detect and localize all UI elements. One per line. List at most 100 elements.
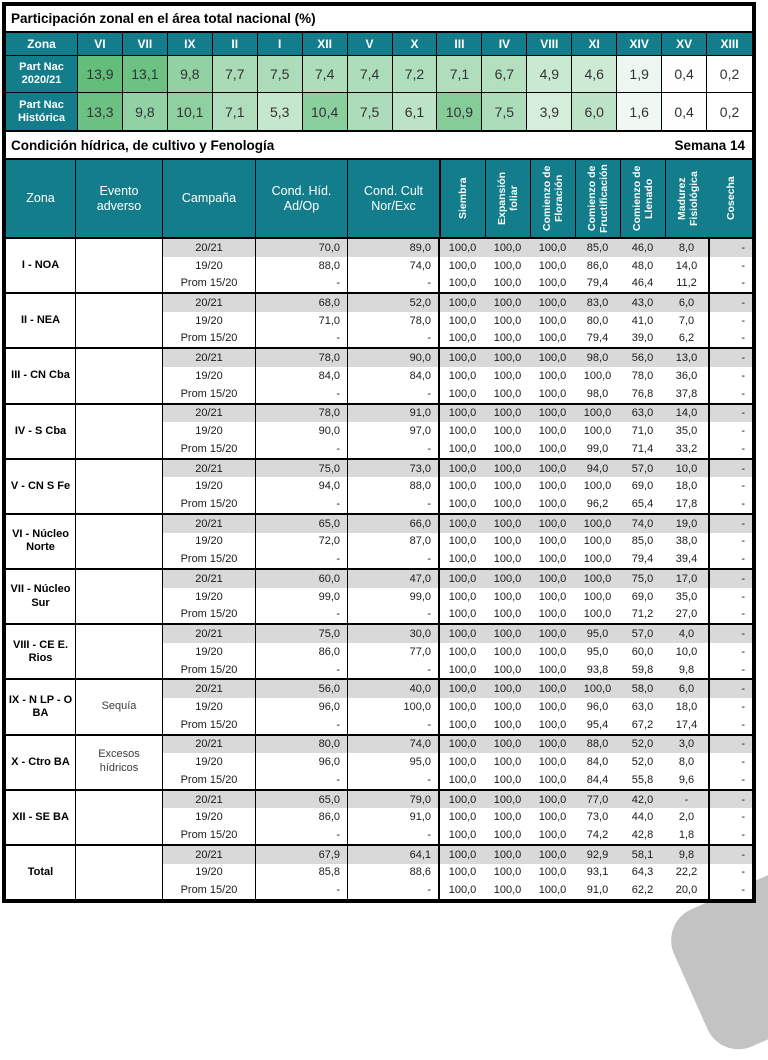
section-bar: Condición hídrica, de cultivo y Fenologí… xyxy=(6,132,752,160)
campaign-label-cell: 19/20 xyxy=(163,477,256,496)
comienzo-llenado-cell: 75,0 xyxy=(620,570,665,588)
cond-cult-cell: 84,0 xyxy=(348,367,440,385)
siembra-cell: 100,0 xyxy=(448,259,477,272)
zone-group-x-ctro-ba: X - Ctro BA Excesos hídricos 20/21 80,0 74,0… xyxy=(6,733,752,789)
campaign-label-cell: 20/21 xyxy=(163,680,256,699)
expansion-foliar-cell: 100,0 xyxy=(493,663,522,676)
zone-group-ix-n-lp-o-ba: IX - N LP - O BA Sequía 20/21 56,0 40,0 100,0… xyxy=(6,678,752,734)
comienzo-fructificacion-cell: 80,0 xyxy=(586,314,609,327)
campaign-label-cell: 20/21 xyxy=(163,625,256,643)
cond-cult-cell: - xyxy=(348,660,440,679)
section-title: Condición hídrica, de cultivo y Fenologí… xyxy=(11,137,275,153)
cond-hid-cell: 78,0 xyxy=(256,349,348,368)
madurez-fisiologica-cell: 6,2 xyxy=(665,329,710,348)
cond-hid-cell: - xyxy=(256,770,348,789)
cond-hid-cell: 84,0 xyxy=(256,367,348,385)
expansion-foliar-cell: 100,0 xyxy=(485,239,530,257)
campaign-label-cell: 20/21 xyxy=(163,349,256,368)
comienzo-llenado-cell: 46,0 xyxy=(620,239,665,257)
comienzo-llenado-cell: 78,0 xyxy=(631,369,654,382)
siembra-cell: 100,0 xyxy=(448,480,477,493)
madurez-fisiologica-cell: 10,0 xyxy=(665,459,710,478)
zonal-participation-table: Zona VI VII IX II I XII V X III IV VIII XI XIV XV XIII P… xyxy=(6,33,752,132)
cosecha-cell: - xyxy=(741,866,745,879)
cosecha-cell: - xyxy=(741,332,745,345)
cond-hid-cell: 56,0 xyxy=(256,680,348,699)
siembra-cell: 100,0 xyxy=(448,645,477,658)
cosecha-cell: - xyxy=(741,773,745,786)
cond-cult-cell: - xyxy=(348,274,440,293)
comienzo-llenado-cell: 74,0 xyxy=(620,514,665,533)
siembra-cell: 100,0 xyxy=(440,349,485,368)
comienzo-llenado-cell: 79,4 xyxy=(631,553,654,566)
adverse-event-cell xyxy=(76,459,163,513)
siembra-cell: 100,0 xyxy=(448,608,477,621)
cond-cult-cell: 52,0 xyxy=(348,294,440,312)
expansion-foliar-cell: 100,0 xyxy=(493,829,522,842)
cond-hid-cell: 78,0 xyxy=(256,404,348,423)
adverse-event-cell xyxy=(76,514,163,569)
cond-cult-cell: 100,0 xyxy=(348,698,440,716)
comienzo-fructificacion-cell: 86,0 xyxy=(586,259,609,272)
campaign-label-cell: Prom 15/20 xyxy=(163,605,256,624)
siembra-cell: 100,0 xyxy=(448,497,477,510)
cond-cult-cell: 30,0 xyxy=(348,625,440,643)
madurez-fisiologica-cell: 33,2 xyxy=(665,439,710,458)
madurez-fisiologica-cell: 17,0 xyxy=(665,570,710,588)
zone-header-cell: XIV xyxy=(617,33,663,56)
header-zona: Zona xyxy=(6,160,76,237)
cond-cult-cell: - xyxy=(348,439,440,458)
cond-cult-cell: 79,0 xyxy=(348,790,440,809)
header-cosecha: Cosecha xyxy=(710,160,752,237)
expansion-foliar-cell: 100,0 xyxy=(493,700,522,713)
part-nac-historica-value-cell: 0,4 xyxy=(662,93,708,130)
siembra-cell: 100,0 xyxy=(448,425,477,438)
madurez-fisiologica-cell: 11,2 xyxy=(665,274,710,293)
madurez-fisiologica-cell: 37,8 xyxy=(665,384,710,403)
comienzo-floracion-cell: 100,0 xyxy=(538,700,567,713)
cond-cult-cell: 77,0 xyxy=(348,642,440,661)
comienzo-llenado-cell: 55,8 xyxy=(631,773,654,786)
madurez-fisiologica-cell: 35,0 xyxy=(665,587,710,606)
header-comienzo-floracion: Comienzo de Floración xyxy=(530,160,575,237)
zone-header-cell: VII xyxy=(122,33,168,56)
siembra-cell: 100,0 xyxy=(448,773,477,786)
comienzo-floracion-cell: 100,0 xyxy=(538,535,567,548)
cond-cult-cell: 73,0 xyxy=(348,459,440,478)
cond-cult-cell: - xyxy=(348,605,440,624)
siembra-cell: 100,0 xyxy=(448,314,477,327)
campaign-label-cell: Prom 15/20 xyxy=(163,329,256,348)
comienzo-llenado-cell: 56,0 xyxy=(620,349,665,368)
madurez-fisiologica-cell: 19,0 xyxy=(665,514,710,533)
comienzo-floracion-cell: 100,0 xyxy=(530,680,575,699)
madurez-fisiologica-cell: 20,0 xyxy=(665,881,710,900)
comienzo-llenado-cell: 58,1 xyxy=(620,845,665,864)
comienzo-floracion-cell: 100,0 xyxy=(538,332,567,345)
zone-label-cell: VII - Núcleo Sur xyxy=(6,570,76,624)
campaign-label-cell: 19/20 xyxy=(163,256,256,275)
comienzo-floracion-cell: 100,0 xyxy=(538,497,567,510)
cosecha-cell: - xyxy=(741,314,745,327)
cosecha-cell: - xyxy=(741,718,745,731)
cond-cult-cell: - xyxy=(348,770,440,789)
campaign-label-cell: 19/20 xyxy=(163,587,256,606)
cosecha-cell: - xyxy=(741,700,745,713)
comienzo-fructificacion-cell: 100,0 xyxy=(583,590,612,603)
comienzo-llenado-cell: 42,0 xyxy=(620,790,665,809)
expansion-foliar-cell: 100,0 xyxy=(493,553,522,566)
zone-label-cell: VI - Núcleo Norte xyxy=(6,514,76,569)
zone-label-cell: Total xyxy=(6,845,76,900)
comienzo-fructificacion-cell: 99,0 xyxy=(586,442,609,455)
cosecha-cell: - xyxy=(741,259,745,272)
zone-header-cell: XV xyxy=(662,33,708,56)
part-nac-value-cell: 4,6 xyxy=(572,56,618,93)
cond-cult-cell: 91,0 xyxy=(348,404,440,423)
comienzo-fructificacion-cell: 100,0 xyxy=(583,608,612,621)
cosecha-cell: - xyxy=(741,497,745,510)
zone-group-ii-nea: II - NEA 20/21 68,0 52,0 100,0 100,0 100,0 83,0… xyxy=(6,292,752,348)
part-nac-value-cell: 13,1 xyxy=(122,56,168,93)
comienzo-llenado-cell: 60,0 xyxy=(631,645,654,658)
cond-hid-cell: - xyxy=(256,715,348,734)
comienzo-llenado-cell: 52,0 xyxy=(631,756,654,769)
header-cond-cult: Cond. Cult Nor/Exc xyxy=(348,160,440,237)
